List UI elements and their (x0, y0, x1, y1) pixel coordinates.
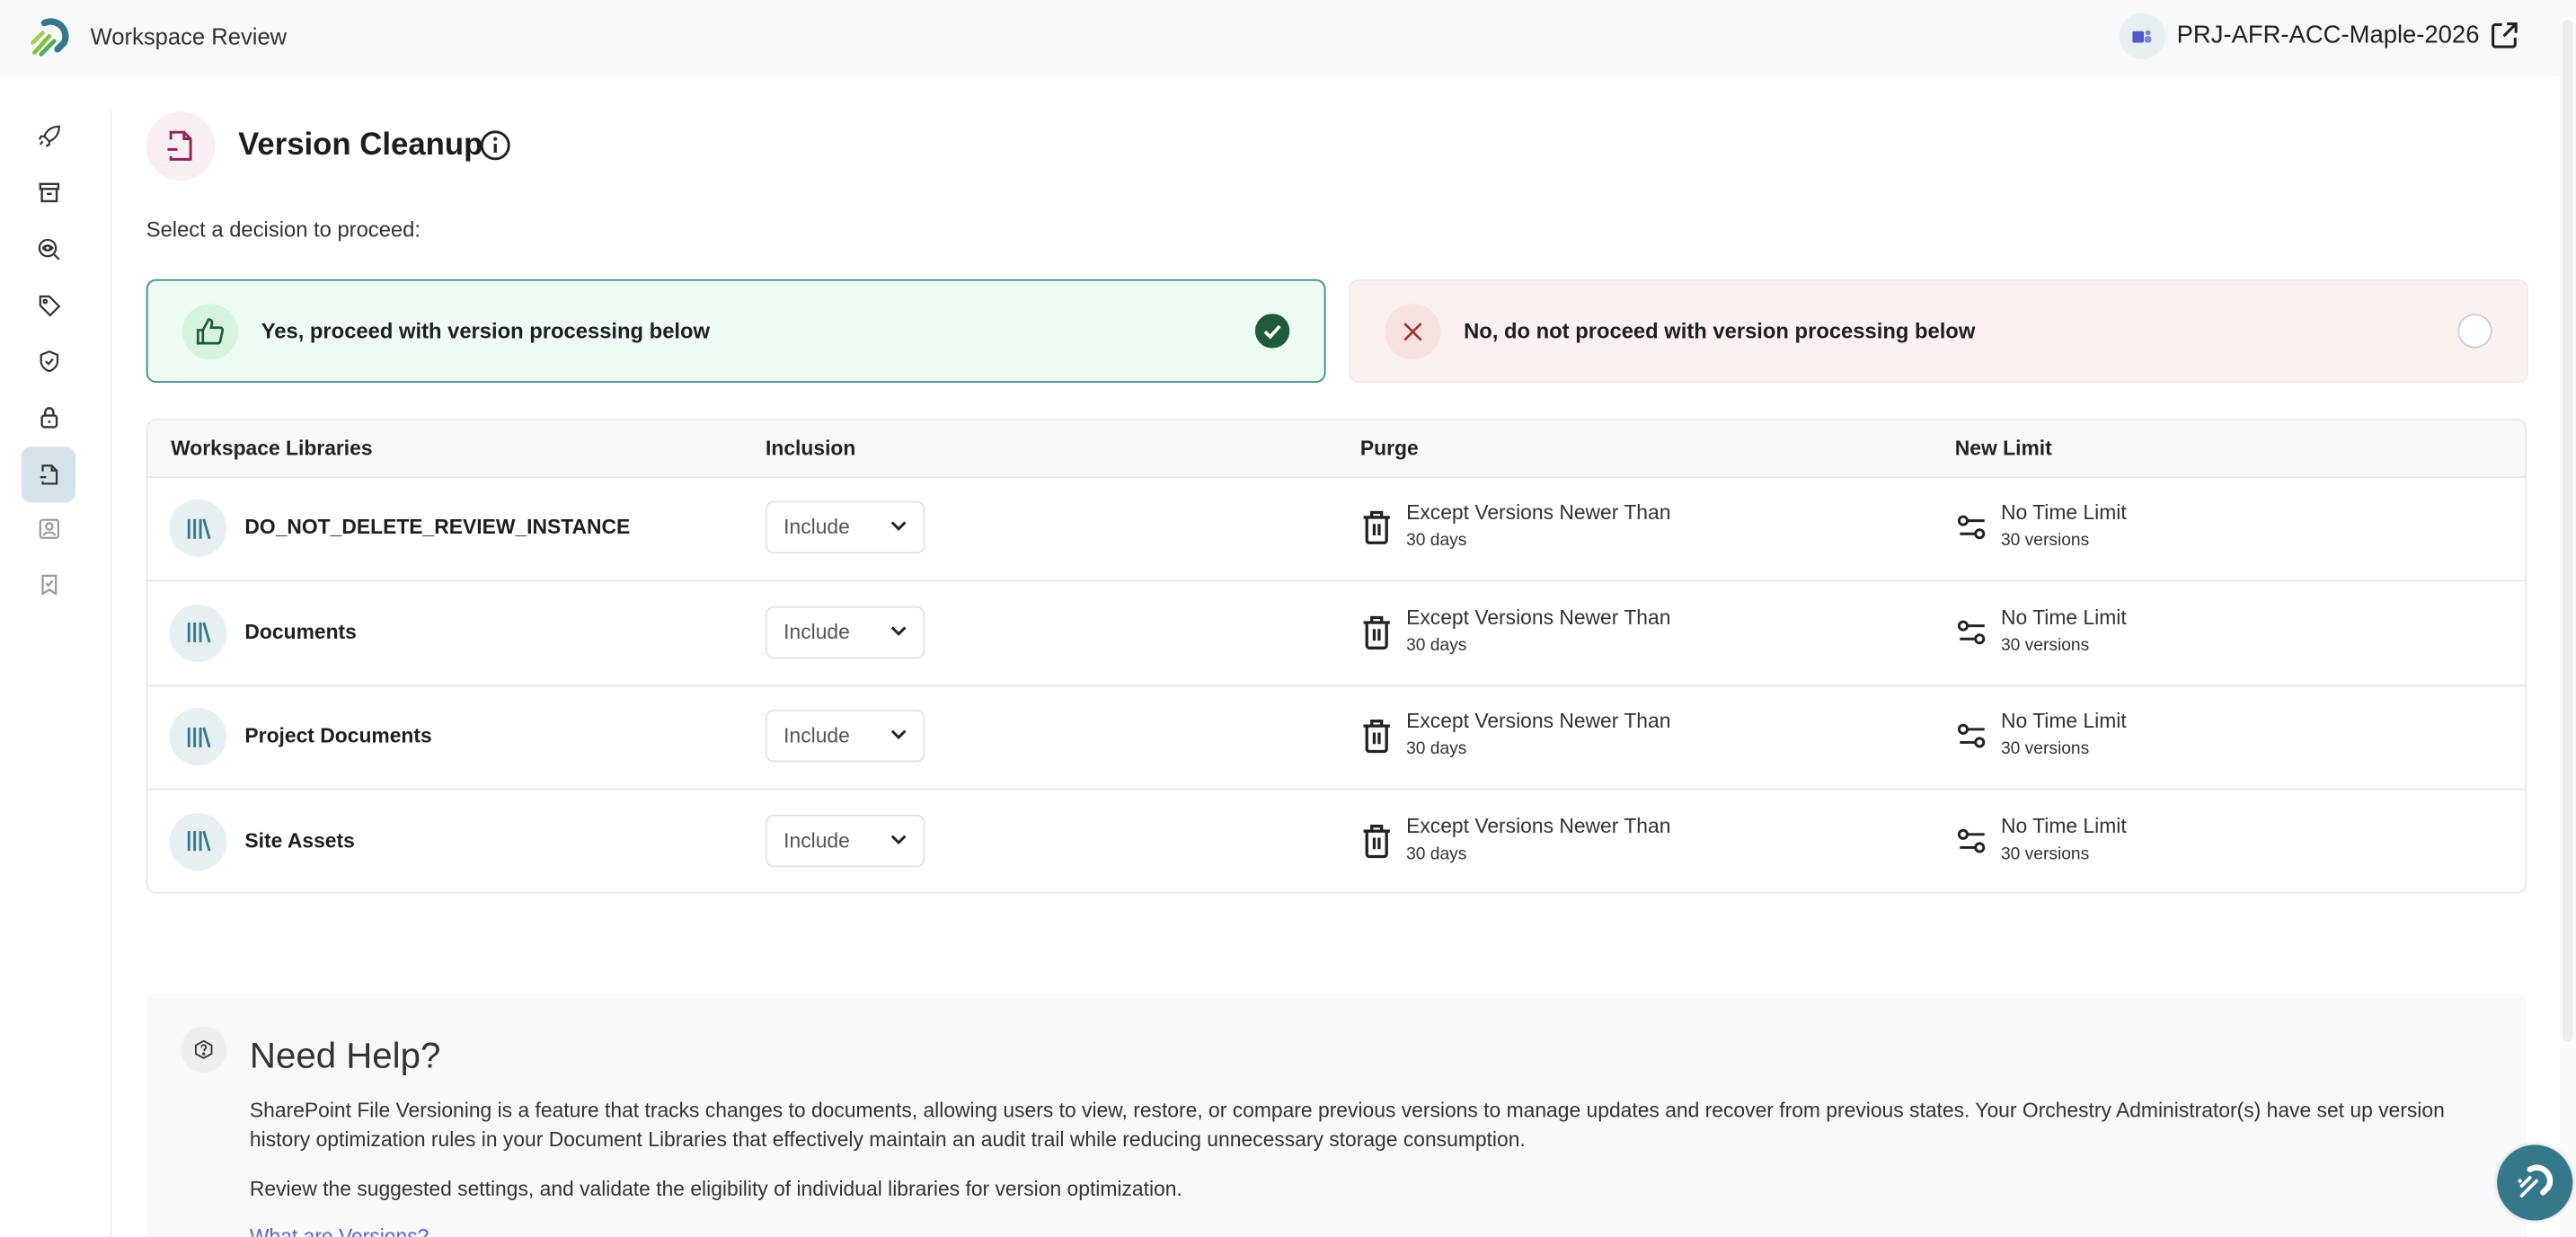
purge-value: 30 days (1406, 738, 1467, 759)
library-icon (169, 812, 227, 870)
help-title: Need Help? (249, 1034, 441, 1076)
library-icon (169, 603, 227, 661)
archive-icon[interactable] (33, 176, 66, 209)
purge-title: Except Versions Newer Than (1406, 605, 1671, 629)
decision-prompt: Select a decision to proceed: (146, 216, 420, 242)
inclusion-value: Include (783, 724, 850, 747)
bookmark-check-icon[interactable] (33, 569, 66, 602)
tag-icon[interactable] (33, 289, 66, 323)
purge-title: Except Versions Newer Than (1406, 813, 1671, 837)
info-icon[interactable] (480, 129, 511, 161)
limit-title: No Time Limit (2000, 500, 2127, 525)
limit-title: No Time Limit (2000, 813, 2127, 837)
help-panel: Need Help? SharePoint File Versioning is… (146, 994, 2527, 1237)
chevron-down-icon (890, 521, 907, 531)
sliders-icon (1957, 827, 1986, 853)
teams-icon (2119, 13, 2165, 59)
purge-title: Except Versions Newer Than (1406, 709, 1671, 733)
purge-value: 30 days (1406, 843, 1467, 863)
inclusion-select[interactable]: Include (766, 709, 925, 763)
libraries-table: Workspace Libraries Inclusion Purge New … (146, 419, 2527, 894)
table-row: DO_NOT_DELETE_REVIEW_INSTANCE Include Ex… (147, 476, 2526, 582)
table-header: Workspace Libraries Inclusion Purge New … (147, 420, 2526, 479)
shield-check-icon[interactable] (33, 345, 66, 378)
library-name: Project Documents (244, 724, 432, 747)
inclusion-select[interactable]: Include (766, 500, 925, 554)
limit-value: 30 versions (2000, 843, 2090, 863)
help-paragraph-2: Review the suggested settings, and valid… (249, 1177, 1182, 1201)
decision-yes-label: Yes, proceed with version processing bel… (261, 318, 711, 344)
inclusion-value: Include (783, 620, 850, 643)
chevron-down-icon (890, 729, 907, 740)
purge-value: 30 days (1406, 530, 1467, 551)
decision-no-card[interactable]: No, do not proceed with version processi… (1349, 278, 2528, 384)
column-header-inclusion: Inclusion (766, 437, 856, 460)
purge-value: 30 days (1406, 634, 1467, 655)
workspace-name[interactable]: PRJ-AFR-ACC-Maple-2026 (2176, 21, 2480, 49)
table-row: Project Documents Include Except Version… (147, 685, 2526, 791)
chevron-down-icon (890, 834, 907, 844)
top-header: Workspace Review PRJ-AFR-ACC-Maple-2026 (0, 0, 2560, 76)
limit-value: 30 versions (2000, 634, 2090, 655)
app-title: Workspace Review (90, 22, 288, 49)
sidebar-active-highlight (21, 446, 76, 503)
file-version-icon[interactable] (33, 458, 66, 491)
chevron-down-icon (890, 625, 907, 635)
library-name: Documents (244, 620, 357, 643)
sidebar-divider (110, 110, 112, 1237)
scrollbar[interactable] (2559, 0, 2576, 1237)
selected-check-icon[interactable] (1254, 314, 1290, 349)
orchestry-logo-icon (2518, 1164, 2554, 1197)
column-header-purge: Purge (1359, 437, 1419, 460)
help-question-icon (181, 1026, 227, 1073)
library-name: Site Assets (244, 828, 355, 853)
page-title: Version Cleanup (238, 128, 483, 163)
purge-title: Except Versions Newer Than (1406, 500, 1671, 525)
library-name: DO_NOT_DELETE_REVIEW_INSTANCE (244, 516, 631, 539)
decision-no-label: No, do not proceed with version processi… (1464, 318, 1976, 344)
help-paragraph-1: SharePoint File Versioning is a feature … (249, 1099, 2445, 1152)
close-x-icon (1385, 303, 1441, 359)
limit-title: No Time Limit (2000, 709, 2127, 733)
trash-icon (1363, 614, 1390, 649)
lock-icon[interactable] (33, 401, 66, 434)
limit-value: 30 versions (2000, 738, 2090, 759)
user-badge-icon[interactable] (33, 512, 66, 545)
sliders-icon (1957, 619, 1986, 644)
sliders-icon (1957, 515, 1986, 540)
trash-icon (1363, 720, 1390, 754)
inclusion-select[interactable]: Include (766, 813, 925, 867)
limit-title: No Time Limit (2000, 605, 2127, 629)
thumbs-up-icon (181, 303, 239, 359)
page-icon (146, 111, 216, 181)
inclusion-value: Include (783, 828, 850, 853)
decision-yes-card[interactable]: Yes, proceed with version processing bel… (146, 278, 1326, 384)
table-row: Site Assets Include Except Versions Newe… (148, 790, 2526, 892)
library-icon (169, 708, 227, 766)
unselected-radio[interactable] (2457, 314, 2492, 349)
what-are-versions-link[interactable]: What are Versions? (250, 1225, 429, 1237)
table-row: Documents Include Except Versions Newer … (147, 580, 2526, 686)
inclusion-select[interactable]: Include (766, 605, 925, 658)
inclusion-value: Include (783, 516, 850, 539)
trash-icon (1363, 824, 1390, 858)
limit-value: 30 versions (2000, 530, 2090, 551)
sliders-icon (1957, 723, 1986, 748)
app-logo-icon (31, 18, 69, 57)
library-icon (169, 499, 227, 557)
external-link-icon[interactable] (2491, 22, 2518, 49)
column-header-new-limit: New Limit (1954, 437, 2052, 460)
column-header-libraries: Workspace Libraries (171, 437, 373, 460)
trash-icon (1363, 510, 1390, 544)
rocket-icon[interactable] (33, 119, 66, 153)
eye-search-icon[interactable] (33, 234, 66, 267)
assistant-fab-button[interactable] (2497, 1144, 2573, 1221)
